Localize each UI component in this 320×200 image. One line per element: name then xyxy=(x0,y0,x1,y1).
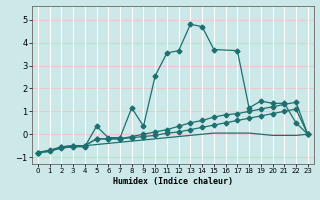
X-axis label: Humidex (Indice chaleur): Humidex (Indice chaleur) xyxy=(113,177,233,186)
